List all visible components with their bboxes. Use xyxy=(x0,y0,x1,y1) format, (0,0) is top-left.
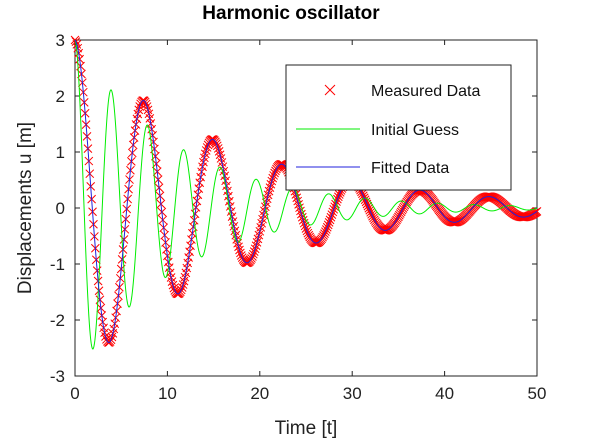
x-tick-label: 30 xyxy=(343,384,362,403)
x-tick-label: 50 xyxy=(528,384,547,403)
series-fitted-data xyxy=(74,39,538,344)
x-tick-label: 20 xyxy=(250,384,269,403)
axis-ticks: 0 10 20 30 40 50 -3 -2 -1 0 1 2 3 xyxy=(50,31,547,403)
y-tick-label: -3 xyxy=(50,367,65,386)
y-tick-label: 2 xyxy=(56,87,65,106)
series-initial-guess xyxy=(74,39,538,350)
y-tick-label: -2 xyxy=(50,311,65,330)
chart-title: Harmonic oscillator xyxy=(202,3,380,24)
legend: Measured Data Initial Guess Fitted Data xyxy=(285,64,512,191)
legend-marker-0 xyxy=(324,84,336,96)
plot-area xyxy=(70,35,542,350)
x-tick-label: 10 xyxy=(158,384,177,403)
series-line xyxy=(74,39,538,344)
x-tick-label: 0 xyxy=(70,384,79,403)
y-tick-label: 3 xyxy=(56,31,65,50)
y-axis-label: Displacements u [m] xyxy=(15,122,36,294)
legend-label-0: Measured Data xyxy=(371,83,480,100)
legend-label-2: Fitted Data xyxy=(371,160,449,177)
x-axis-label: Time [t] xyxy=(275,418,338,439)
legend-label-1: Initial Guess xyxy=(371,122,459,139)
y-tick-label: 0 xyxy=(56,199,65,218)
legend-box xyxy=(285,64,512,191)
series-line xyxy=(74,39,538,350)
y-tick-label: 1 xyxy=(56,143,65,162)
y-tick-label: -1 xyxy=(50,255,65,274)
x-tick-label: 40 xyxy=(435,384,454,403)
